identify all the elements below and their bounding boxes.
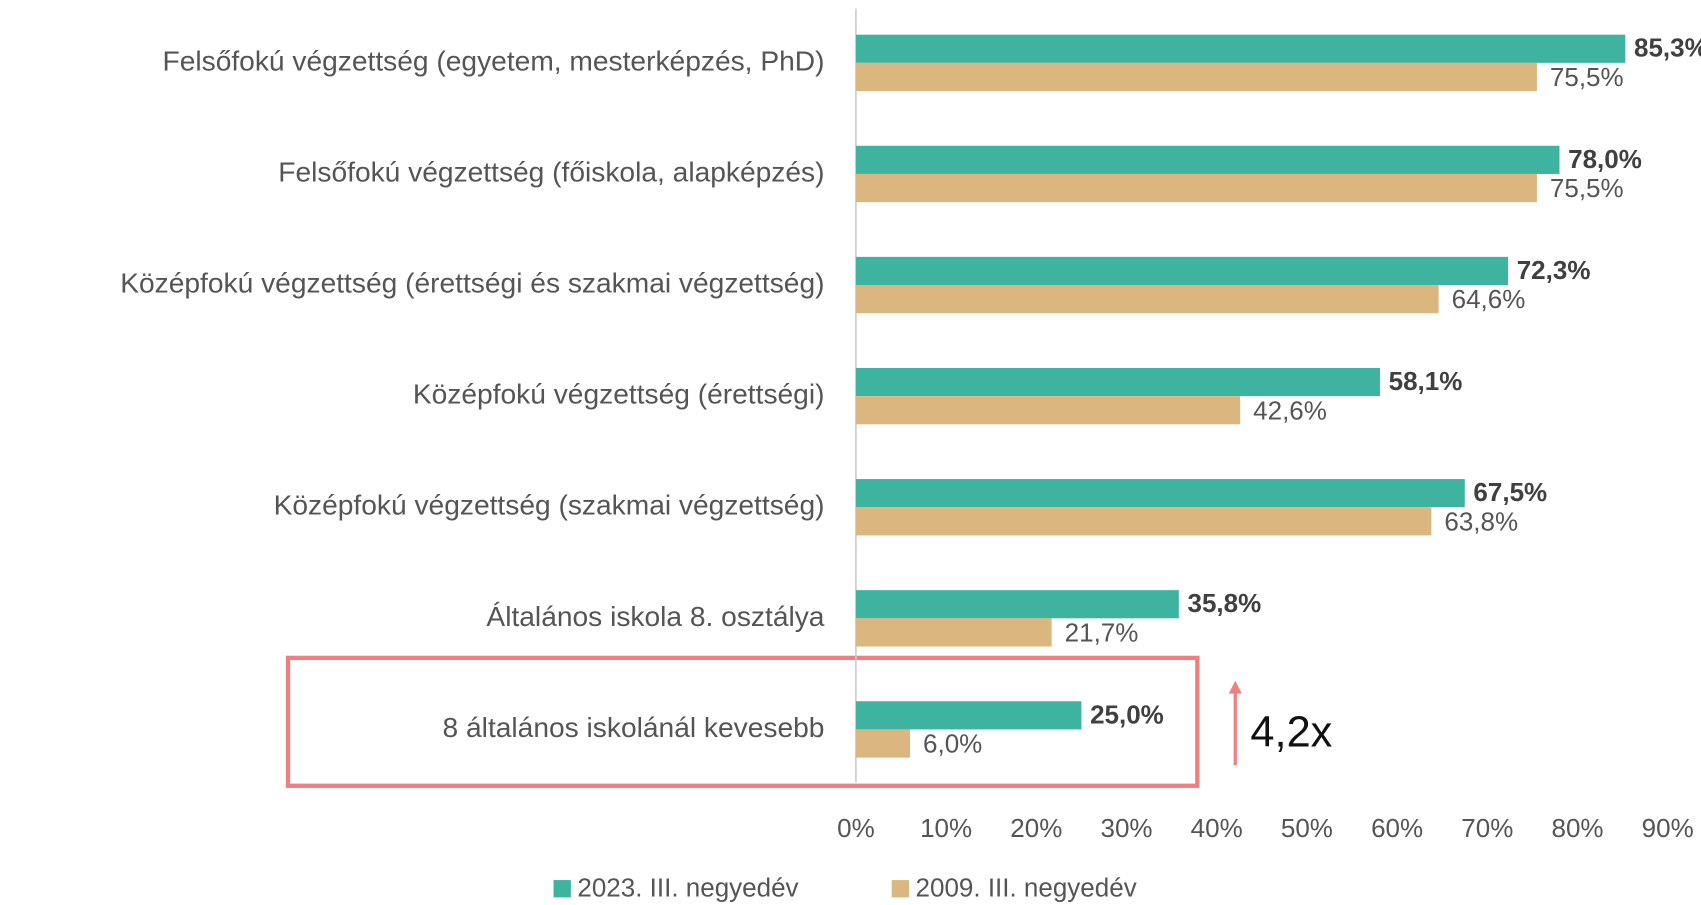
category-label: Általános iskola 8. osztálya: [486, 600, 824, 632]
x-tick-label: 20%: [1010, 813, 1062, 843]
category-label: Felsőfokú végzettség (főiskola, alapképz…: [278, 155, 824, 187]
x-tick-label: 60%: [1371, 813, 1423, 843]
x-tick-label: 0%: [837, 813, 875, 843]
value-label: 75,5%: [1550, 173, 1624, 203]
x-tick-label: 40%: [1191, 813, 1243, 843]
bar: [855, 396, 1241, 425]
x-tick-label: 30%: [1100, 813, 1152, 843]
x-tick-label: 70%: [1461, 813, 1513, 843]
x-tick-label: 10%: [920, 813, 972, 843]
bar: [855, 367, 1380, 397]
category-label: Középfokú végzettség (szakmai végzettség…: [274, 489, 825, 521]
bar: [855, 62, 1537, 92]
bar: [855, 34, 1626, 63]
highlight-box: [285, 655, 1200, 788]
bar: [855, 173, 1537, 203]
value-label: 85,3%: [1634, 33, 1701, 63]
x-tick-label: 90%: [1642, 813, 1694, 843]
value-label: 75,5%: [1550, 62, 1624, 92]
bar: [855, 285, 1439, 314]
bar: [855, 479, 1465, 508]
x-tick-label: 50%: [1281, 813, 1333, 843]
category-label: Középfokú végzettség (érettségi): [413, 378, 825, 410]
bar: [855, 701, 1082, 730]
category-label: 8 általános iskolánál kevesebb: [443, 711, 825, 743]
legend-swatch: [553, 880, 571, 898]
category-label: Középfokú végzettség (érettségi és szakm…: [120, 266, 824, 298]
value-label: 21,7%: [1065, 617, 1139, 647]
x-tick-label: 80%: [1551, 813, 1603, 843]
value-label: 72,3%: [1517, 255, 1591, 285]
value-label: 67,5%: [1473, 477, 1547, 507]
bar: [855, 618, 1052, 647]
legend-label: 2023. III. negyedév: [577, 873, 798, 903]
value-label: 63,8%: [1444, 506, 1518, 536]
bar: [855, 256, 1509, 286]
annotation: 4,2x: [1250, 708, 1332, 756]
value-label: 25,0%: [1090, 699, 1164, 729]
bar: [855, 145, 1560, 174]
legend-label: 2009. III. negyedév: [916, 873, 1137, 903]
arrow-head: [1228, 680, 1242, 694]
bar: [855, 507, 1432, 536]
bar: [855, 729, 911, 758]
value-label: 42,6%: [1253, 395, 1327, 425]
value-label: 35,8%: [1188, 588, 1262, 618]
bar: [855, 590, 1179, 619]
category-label: Felsőfokú végzettség (egyetem, mesterkép…: [163, 44, 825, 76]
legend-swatch: [891, 880, 910, 898]
value-label: 58,1%: [1389, 366, 1463, 396]
value-label: 64,6%: [1452, 284, 1526, 314]
value-label: 6,0%: [923, 729, 982, 759]
value-label: 78,0%: [1568, 144, 1642, 174]
